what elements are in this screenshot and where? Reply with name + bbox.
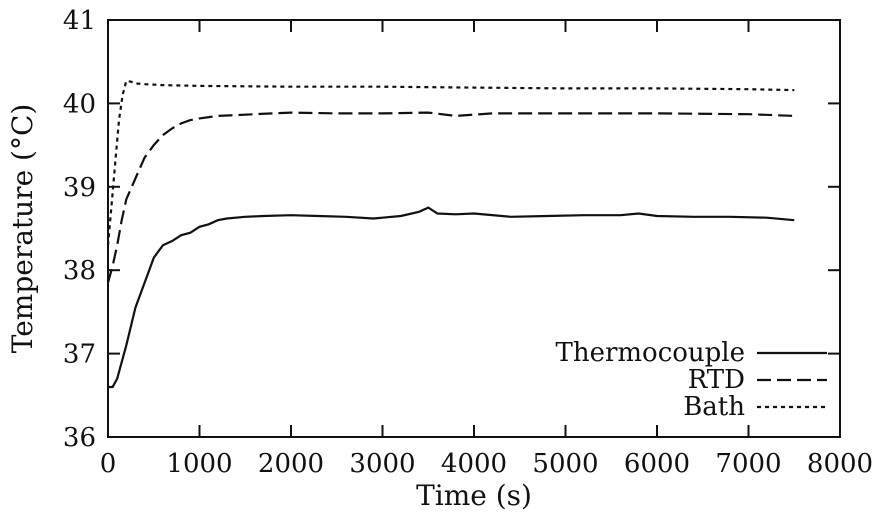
axis-ticks xyxy=(107,19,841,438)
x-axis-label: Time (s) xyxy=(416,479,532,512)
x-tick-label: 1000 xyxy=(166,449,232,479)
x-tick-label: 2000 xyxy=(258,449,324,479)
y-tick-label: 41 xyxy=(63,6,96,36)
x-tick-label: 4000 xyxy=(441,449,507,479)
series-line-thermocouple xyxy=(108,206,795,389)
axis-tick-labels: 0 1000 2000 3000 4000 5000 6000 7000 8000 36 37 38 3… xyxy=(63,6,873,479)
y-tick-label: 38 xyxy=(63,256,96,286)
x-tick-label: 6000 xyxy=(624,449,690,479)
legend-label-rtd: RTD xyxy=(688,365,745,395)
series-line-rtd xyxy=(106,111,795,283)
x-tick-label: 0 xyxy=(100,449,117,479)
y-axis-label: Temperature (°C) xyxy=(6,104,39,354)
y-tick-label: 37 xyxy=(63,340,96,370)
x-tick-label: 5000 xyxy=(532,449,598,479)
x-tick-label: 7000 xyxy=(715,449,781,479)
y-tick-label: 40 xyxy=(63,89,96,119)
y-tick-label: 36 xyxy=(63,423,96,453)
legend-label-thermocouple: Thermocouple xyxy=(555,338,745,368)
x-tick-label: 3000 xyxy=(349,449,415,479)
series-line-bath xyxy=(106,79,795,246)
legend-label-bath: Bath xyxy=(683,392,745,422)
x-tick-label: 8000 xyxy=(807,449,873,479)
series-lines xyxy=(106,79,795,389)
y-tick-label: 39 xyxy=(63,173,96,203)
